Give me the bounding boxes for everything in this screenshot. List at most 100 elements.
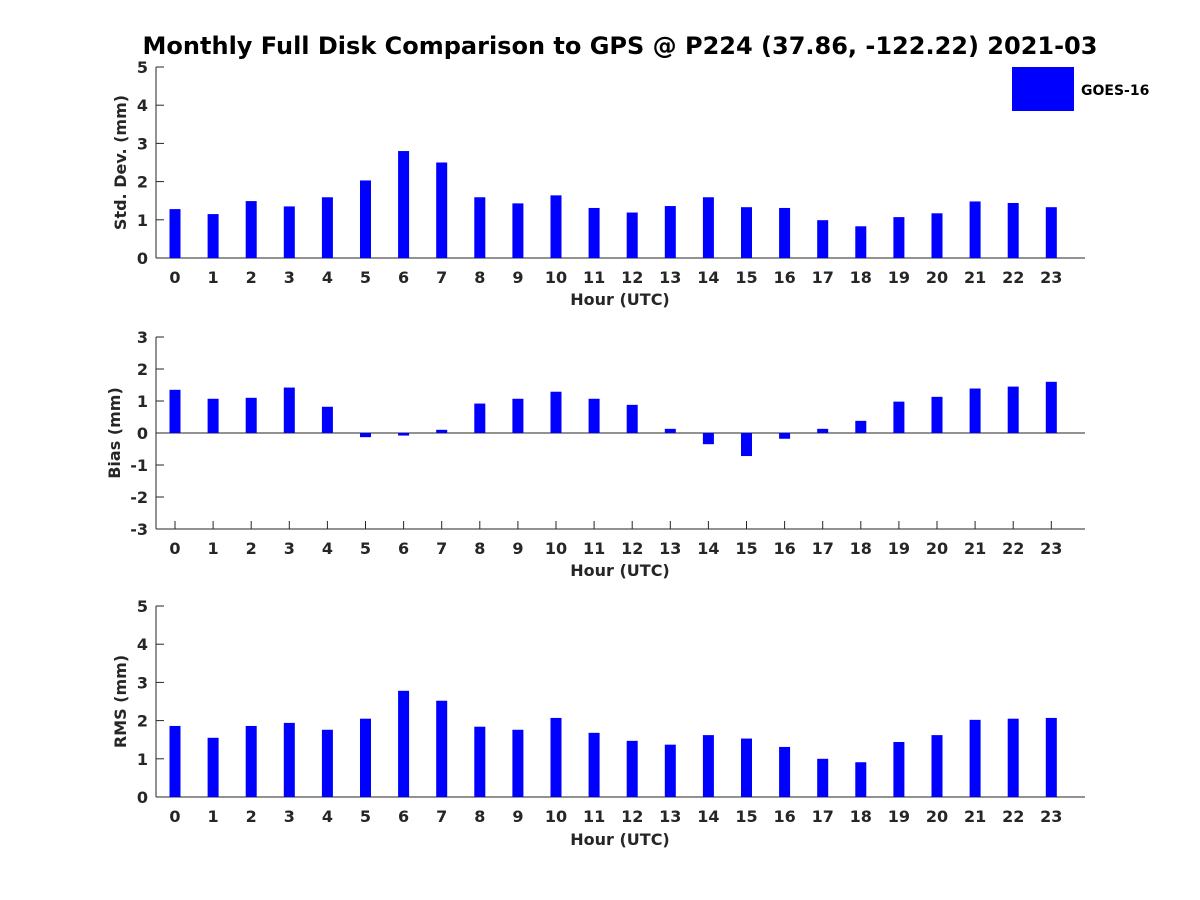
x-tick-label: 4: [322, 539, 333, 558]
x-tick-label: 5: [360, 268, 371, 287]
x-tick-label: 10: [545, 539, 567, 558]
x-tick-label: 2: [246, 539, 257, 558]
x-tick-label: 23: [1040, 539, 1062, 558]
x-tick-label: 8: [474, 539, 485, 558]
bar: [245, 725, 257, 797]
bar: [169, 389, 181, 433]
bar: [436, 162, 448, 258]
bar: [741, 433, 752, 457]
y-tick-label: 1: [137, 750, 148, 769]
x-tick-label: 18: [850, 268, 872, 287]
x-tick-label: 10: [545, 268, 567, 287]
x-tick-label: 14: [697, 268, 719, 287]
bar: [817, 220, 829, 258]
x-tick-label: 0: [169, 268, 180, 287]
x-tick-label: 21: [964, 539, 986, 558]
y-axis-label: Std. Dev. (mm): [111, 95, 130, 230]
bar: [550, 195, 562, 258]
x-tick-label: 13: [659, 807, 681, 826]
x-tick-label: 6: [398, 807, 409, 826]
x-tick-label: 7: [436, 807, 447, 826]
x-tick-label: 17: [812, 807, 834, 826]
bar: [969, 719, 981, 797]
y-tick-label: 1: [137, 392, 148, 411]
bar: [436, 700, 448, 797]
bar: [283, 722, 295, 797]
bar: [1045, 381, 1057, 433]
bar: [779, 433, 791, 439]
y-tick-label: 5: [137, 597, 148, 616]
bar: [588, 207, 600, 258]
y-tick-label: 3: [137, 328, 148, 347]
bar: [664, 428, 676, 433]
x-tick-label: 5: [360, 539, 371, 558]
bar: [436, 429, 448, 433]
y-tick-label: -1: [130, 456, 148, 475]
legend-label: GOES-16: [1081, 83, 1149, 99]
bar: [245, 201, 257, 258]
x-tick-label: 2: [246, 268, 257, 287]
bar: [931, 213, 943, 258]
bar: [817, 758, 829, 797]
y-tick-label: 2: [137, 360, 148, 379]
bar: [398, 433, 410, 436]
bar: [969, 201, 981, 258]
x-tick-label: 11: [583, 807, 605, 826]
bar: [1045, 717, 1057, 797]
bar: [664, 744, 676, 797]
x-tick-label: 20: [926, 268, 948, 287]
y-tick-label: 0: [137, 249, 148, 268]
legend: GOES-16: [1012, 67, 1149, 111]
x-tick-label: 6: [398, 268, 409, 287]
bar: [207, 398, 219, 433]
bar: [169, 209, 181, 258]
x-tick-label: 7: [436, 539, 447, 558]
x-tick-label: 9: [512, 807, 523, 826]
bar: [321, 729, 333, 797]
y-tick-label: -3: [130, 520, 148, 539]
bar: [512, 203, 524, 258]
bar: [283, 206, 295, 258]
x-tick-label: 1: [208, 268, 219, 287]
bar: [588, 732, 600, 797]
y-tick-label: 3: [137, 673, 148, 692]
x-tick-label: 0: [169, 539, 180, 558]
x-tick-label: 12: [621, 268, 643, 287]
x-tick-label: 19: [888, 807, 910, 826]
x-tick-label: 20: [926, 807, 948, 826]
bar: [283, 387, 295, 433]
y-axis-label: Bias (mm): [105, 387, 124, 479]
x-tick-label: 6: [398, 539, 409, 558]
x-tick-label: 16: [773, 807, 795, 826]
bar: [207, 214, 219, 258]
bar: [779, 207, 791, 258]
x-tick-label: 11: [583, 539, 605, 558]
bar: [855, 762, 867, 797]
bar: [702, 433, 714, 445]
x-tick-label: 15: [735, 268, 757, 287]
x-tick-label: 11: [583, 268, 605, 287]
x-tick-label: 12: [621, 539, 643, 558]
x-tick-label: 23: [1040, 268, 1062, 287]
x-tick-label: 17: [812, 268, 834, 287]
bar: [398, 690, 410, 797]
bar: [169, 725, 181, 797]
x-tick-label: 4: [322, 268, 333, 287]
bar: [1007, 202, 1019, 258]
x-tick-label: 22: [1002, 807, 1024, 826]
x-tick-label: 14: [697, 807, 719, 826]
bar: [207, 737, 219, 797]
bar: [321, 197, 333, 258]
bar: [626, 404, 638, 433]
bar: [1045, 207, 1057, 258]
x-tick-label: 13: [659, 268, 681, 287]
x-tick-label: 15: [735, 807, 757, 826]
bar: [741, 207, 752, 258]
y-tick-label: 2: [137, 173, 148, 192]
x-tick-label: 8: [474, 807, 485, 826]
